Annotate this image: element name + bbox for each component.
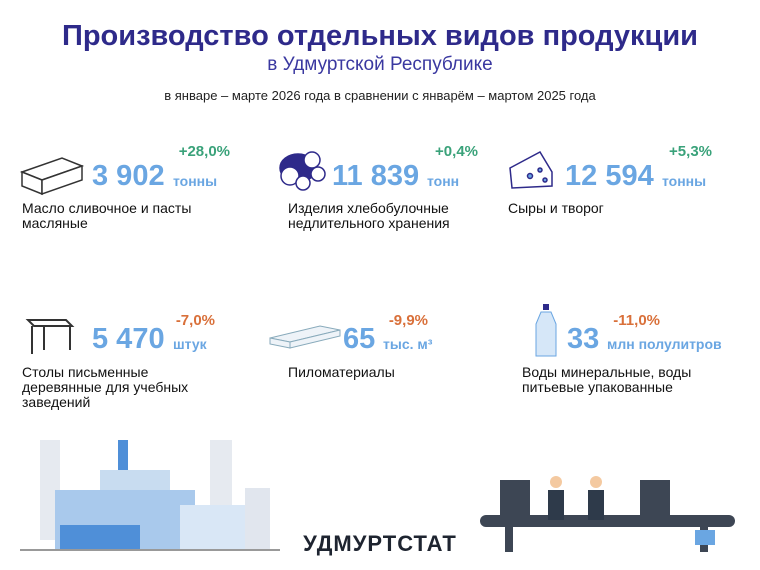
unit: тонн — [427, 173, 460, 189]
change: -9,9% — [388, 312, 428, 329]
subtitle: в Удмуртской Республике — [267, 54, 493, 75]
table-icon — [25, 319, 75, 354]
unit: тонны — [662, 173, 707, 189]
change: -7,0% — [175, 312, 215, 329]
cheese-icon — [509, 151, 553, 189]
value: 11 839 — [332, 160, 420, 192]
change: -11,0% — [613, 312, 660, 329]
unit: тыс. м³ — [383, 336, 433, 352]
unit: млн полулитров — [607, 336, 722, 352]
period: в январе – марте 2026 года в сравнении с… — [164, 88, 596, 103]
value: 3 902 — [92, 160, 165, 192]
value: 12 594 — [565, 160, 654, 192]
label: Сыры и творог — [508, 200, 604, 216]
value: 5 470 — [92, 323, 165, 355]
change: +28,0% — [178, 143, 230, 160]
change: +0,4% — [435, 143, 478, 160]
lumber-icon — [269, 325, 341, 349]
factory — [20, 440, 280, 551]
label: Изделия хлебобулочные недлительного хран… — [288, 200, 450, 231]
label: Пиломатериалы — [288, 364, 395, 380]
bread-icon — [279, 151, 326, 191]
value: 33 — [567, 323, 600, 355]
label: Столы письменные деревянные для учебных … — [22, 364, 189, 410]
label: Воды минеральные, воды питьевые упакован… — [522, 364, 692, 395]
change: +5,3% — [669, 143, 712, 160]
label: Масло сливочное и пасты масляные — [22, 200, 192, 231]
value: 65 — [343, 323, 376, 355]
title: Производство отдельных видов продукции — [61, 20, 699, 52]
butter-icon — [19, 157, 85, 196]
bottle-icon — [535, 304, 557, 357]
conveyor — [480, 476, 735, 552]
brand: УДМУРТСТАТ — [303, 531, 457, 556]
unit: тонны — [173, 173, 218, 189]
unit: штук — [173, 336, 207, 352]
